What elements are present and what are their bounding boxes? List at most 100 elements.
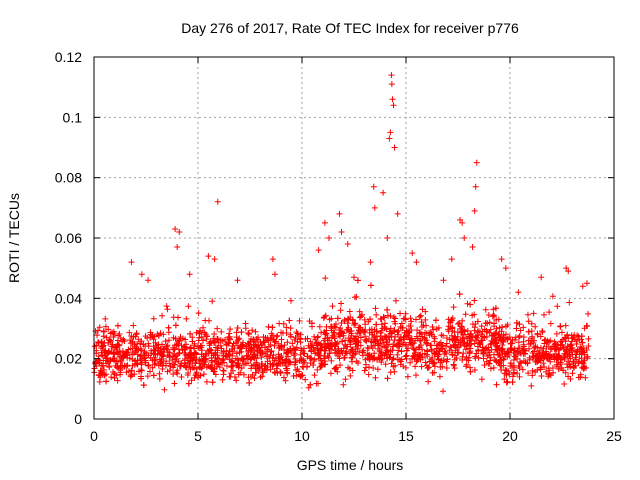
data-point [417, 312, 424, 319]
data-point [159, 312, 166, 319]
data-point [187, 366, 194, 373]
data-point [131, 371, 138, 378]
data-point [299, 372, 306, 379]
data-point [106, 363, 113, 370]
data-point [253, 336, 260, 343]
data-point [553, 346, 560, 353]
data-point [308, 342, 315, 349]
data-point [524, 311, 531, 318]
data-point [429, 369, 436, 376]
data-point [375, 342, 382, 349]
data-point [434, 342, 441, 349]
data-point [491, 320, 498, 327]
data-point [276, 360, 283, 367]
data-point [223, 353, 230, 360]
data-point [352, 350, 359, 357]
data-point [175, 350, 182, 357]
data-point-peak [472, 183, 479, 190]
data-point [158, 351, 165, 358]
data-point [491, 312, 498, 319]
data-point [557, 344, 564, 351]
data-point [459, 323, 466, 330]
data-point [249, 371, 256, 378]
data-point [203, 364, 210, 371]
data-point [202, 317, 209, 324]
data-point [431, 338, 438, 345]
data-point [367, 316, 374, 323]
data-point [96, 371, 103, 378]
data-point [388, 360, 395, 367]
data-point [191, 364, 198, 371]
data-point [325, 354, 332, 361]
data-point [306, 354, 313, 361]
data-point [127, 337, 134, 344]
data-point [269, 332, 276, 339]
data-point [200, 371, 207, 378]
data-point [368, 338, 375, 345]
data-point [403, 352, 410, 359]
data-point [302, 336, 309, 343]
data-point [183, 315, 190, 322]
data-point [578, 346, 585, 353]
data-point [296, 371, 303, 378]
data-point [233, 362, 240, 369]
data-point [248, 362, 255, 369]
data-point [443, 358, 450, 365]
data-point [259, 373, 266, 380]
data-point [504, 378, 511, 385]
data-point [503, 379, 510, 386]
data-point [157, 349, 164, 356]
data-point [338, 300, 345, 307]
data-point [402, 332, 409, 339]
data-point [541, 340, 548, 347]
data-point [460, 350, 467, 357]
data-point [534, 330, 541, 337]
data-point [236, 349, 243, 356]
data-point [423, 322, 430, 329]
data-point [418, 363, 425, 370]
data-point [353, 293, 360, 300]
data-point [504, 348, 511, 355]
data-point [479, 337, 486, 344]
data-point [195, 337, 202, 344]
data-point [163, 303, 170, 310]
data-point [339, 338, 346, 345]
data-point [198, 344, 205, 351]
data-point [290, 373, 297, 380]
data-point [229, 348, 236, 355]
data-point [244, 352, 251, 359]
data-point [157, 330, 164, 337]
data-point [416, 313, 423, 320]
data-point [131, 358, 138, 365]
data-point [463, 356, 470, 363]
data-point [185, 380, 192, 387]
data-point [107, 358, 114, 365]
data-point [531, 344, 538, 351]
data-point [499, 337, 506, 344]
data-point [214, 336, 221, 343]
data-point [373, 321, 380, 328]
data-point [450, 362, 457, 369]
data-point-peak [351, 274, 357, 281]
data-point [339, 329, 346, 336]
data-point [530, 353, 537, 360]
data-point [248, 335, 255, 342]
data-point [343, 350, 350, 357]
data-point [525, 328, 532, 335]
data-point [520, 334, 527, 341]
data-point [513, 325, 520, 332]
data-point [365, 345, 372, 352]
data-point [121, 362, 128, 369]
data-point [534, 367, 541, 374]
data-point [398, 348, 405, 355]
data-point [245, 331, 252, 338]
data-point [387, 369, 394, 376]
data-point [562, 335, 569, 342]
data-point [314, 350, 321, 357]
data-point [541, 311, 548, 318]
data-point [373, 311, 380, 318]
data-point [361, 367, 368, 374]
data-point [95, 327, 102, 334]
data-point [499, 324, 506, 331]
data-point [413, 346, 420, 353]
